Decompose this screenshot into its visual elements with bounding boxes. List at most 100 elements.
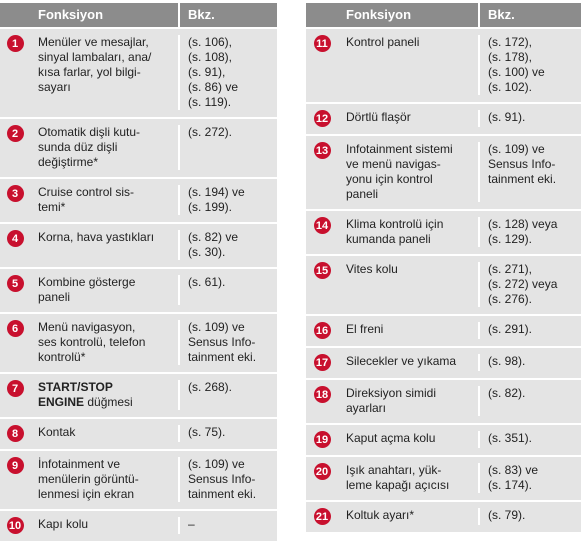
function-cell: Dörtlü flaşör — [338, 110, 480, 127]
function-line: Koltuk ayarı* — [346, 508, 415, 522]
number-badge: 5 — [6, 275, 24, 292]
function-line: kontrolü* — [38, 350, 86, 364]
ref-line: (s. 86) ve — [188, 80, 239, 94]
ref-line: (s. 100) ve — [488, 65, 545, 79]
table-row: 5 Kombine gösterge paneli (s. 61). — [0, 269, 277, 314]
ref-cell: (s. 128) veya (s. 129). — [480, 217, 581, 247]
function-line: sayarı — [38, 80, 71, 94]
number-badge: 4 — [6, 230, 24, 247]
table-row: 21 Koltuk ayarı* (s. 79). — [306, 502, 581, 534]
page: Fonksiyon Bkz. 1 Menüler ve mesajlar, sinyal… — [0, 3, 581, 543]
table-row: 18 Direksiyon simidi ayarları (s. 82). — [306, 380, 581, 425]
function-line: Menü navigasyon, — [38, 320, 136, 334]
table-row: 14 Klima kontrolü için kumanda paneli (s. 1… — [306, 211, 581, 256]
header-ref: Bkz. — [188, 7, 215, 22]
num-cell: 9 — [0, 457, 30, 502]
num-cell: 13 — [306, 142, 338, 202]
table-row: 1 Menüler ve mesajlar, sinyal lambaları, a… — [0, 29, 277, 119]
function-cell: Silecekler ve yıkama — [338, 354, 480, 371]
num-cell — [0, 3, 30, 27]
table-row: 17 Silecekler ve yıkama (s. 98). — [306, 348, 581, 380]
number-badge: 14 — [313, 217, 331, 234]
number-badge: 16 — [313, 322, 331, 339]
ref-line: (s. 106), — [188, 35, 233, 49]
table-row: 3 Cruise control sis-temi* (s. 194) ve (s. … — [0, 179, 277, 224]
num-cell: 15 — [306, 262, 338, 307]
function-line: Vites kolu — [346, 262, 398, 276]
number-badge: 1 — [6, 35, 24, 52]
function-line: ses kontrolü, telefon — [38, 335, 146, 349]
function-cell: Kaput açma kolu — [338, 431, 480, 448]
function-line: ayarları — [346, 401, 387, 415]
num-cell: 8 — [0, 425, 30, 442]
ref-line: (s. 272) veya — [488, 277, 558, 291]
function-cell: Işık anahtarı, yük-leme kapağı açıcısı — [338, 463, 480, 493]
ref-line: (s. 109) ve — [488, 142, 545, 156]
ref-line: (s. 79). — [488, 508, 526, 522]
table-row: 9 İnfotainment ve menülerin görüntü-lenmes… — [0, 451, 277, 511]
ref-cell: (s. 82). — [480, 386, 581, 416]
header-row: Fonksiyon Bkz. — [306, 3, 581, 29]
ref-line: Sensus Info- — [488, 157, 556, 171]
function-line: temi* — [38, 200, 66, 214]
ref-line: (s. 272). — [188, 125, 233, 139]
ref-cell: (s. 194) ve (s. 199). — [180, 185, 277, 215]
table-row: 10 Kapı kolu – — [0, 511, 277, 543]
function-line: Cruise control sis- — [38, 185, 135, 199]
ref-cell: (s. 268). — [180, 380, 277, 410]
ref-line: tainment eki. — [488, 172, 557, 186]
number-badge: 8 — [6, 425, 24, 442]
num-cell: 1 — [0, 35, 30, 110]
function-line: Infotainment sistemi — [346, 142, 453, 156]
function-line: Klima kontrolü için — [346, 217, 444, 231]
ref-cell: (s. 291). — [480, 322, 581, 339]
table-row: 6 Menü navigasyon, ses kontrolü, telefon ko… — [0, 314, 277, 374]
ref-line: (s. 194) ve — [188, 185, 245, 199]
num-cell: 20 — [306, 463, 338, 493]
function-cell: Kontak — [30, 425, 180, 442]
num-cell: 2 — [0, 125, 30, 170]
function-cell: Cruise control sis-temi* — [30, 185, 180, 215]
function-line: Kontak — [38, 425, 76, 439]
num-cell: 11 — [306, 35, 338, 95]
ref-line: (s. 108), — [188, 50, 233, 64]
header-row: Fonksiyon Bkz. — [0, 3, 277, 29]
ref-cell: (s. 271), (s. 272) veya (s. 276). — [480, 262, 581, 307]
num-cell: 21 — [306, 508, 338, 525]
number-badge: 12 — [313, 110, 331, 127]
ref-line: (s. 129). — [488, 232, 533, 246]
num-cell — [306, 3, 338, 27]
ref-cell: (s. 106), (s. 108), (s. 91), (s. 86) ve (s. … — [180, 35, 277, 110]
ref-line: (s. 109) ve — [188, 320, 245, 334]
function-line: kumanda paneli — [346, 232, 431, 246]
function-line: menülerin görüntü- — [38, 472, 139, 486]
function-line: kısa farlar, yol bilgi- — [38, 65, 141, 79]
number-badge: 6 — [6, 320, 24, 337]
function-line: Korna, hava yastıkları — [38, 230, 155, 244]
num-cell: 6 — [0, 320, 30, 365]
ref-line: (s. 91), — [188, 65, 226, 79]
function-cell: START/STOP ENGINE düğmesi — [30, 380, 180, 410]
table-row: 8 Kontak (s. 75). — [0, 419, 277, 451]
num-cell: 19 — [306, 431, 338, 448]
table-row: 7 START/STOP ENGINE düğmesi (s. 268). — [0, 374, 277, 419]
ref-cell: (s. 272). — [180, 125, 277, 170]
function-line: İnfotainment ve — [38, 457, 121, 471]
ref-cell: (s. 75). — [180, 425, 277, 442]
function-line: değiştirme* — [38, 155, 99, 169]
num-cell: 3 — [0, 185, 30, 215]
ref-line: (s. 128) veya — [488, 217, 558, 231]
ref-line: (s. 199). — [188, 200, 233, 214]
table-row: 15 Vites kolu (s. 271), (s. 272) veya (s. 27… — [306, 256, 581, 316]
function-line: yonu için kontrol — [346, 172, 433, 186]
function-line: lenmesi için ekran — [38, 487, 135, 501]
function-line: paneli — [346, 187, 379, 201]
function-line: leme kapağı açıcısı — [346, 478, 450, 492]
function-cell: Korna, hava yastıkları — [30, 230, 180, 260]
ref-line: – — [188, 517, 195, 531]
ref-line: (s. 98). — [488, 354, 526, 368]
ref-line: (s. 82). — [488, 386, 526, 400]
function-line: Otomatik dişli kutu- — [38, 125, 141, 139]
function-line: Kaput açma kolu — [346, 431, 436, 445]
function-cell: Infotainment sistemi ve menü navigas-yonu… — [338, 142, 480, 202]
